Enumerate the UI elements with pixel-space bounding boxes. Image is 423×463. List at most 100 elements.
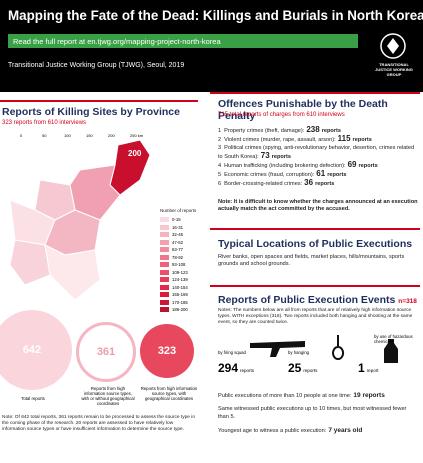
scale-label: 0 [20, 133, 23, 138]
events-n: n=318 [398, 298, 417, 305]
circle: 323 [140, 324, 194, 378]
rule [0, 100, 198, 102]
legend-swatch [160, 247, 169, 253]
offences-title: Offences Punishable by the Death Penalty [218, 98, 388, 122]
fact-text: Youngest age to witness a public executi… [218, 428, 327, 435]
legend: 0-15 16-31 32-46 47-62 63-77 78-92 93-108 109-1… [160, 216, 200, 314]
circle-value: 323 [157, 345, 177, 357]
fact-value: 19 reports [353, 392, 385, 399]
legend-row: 155-169 [160, 291, 200, 299]
legend-swatch [160, 254, 169, 260]
legend-row: 47-62 [160, 239, 200, 247]
link[interactable]: Read the full report at en.tjwg.org/mapp… [13, 37, 221, 46]
subtitle: Transitional Justice Working Group (TJWG… [8, 62, 185, 69]
legend-label: 93-108 [172, 262, 186, 268]
legend-swatch [160, 299, 169, 305]
offence-count: 115 [337, 134, 351, 143]
rule [210, 92, 420, 94]
offence-label: Property crimes (theft, damage): [224, 128, 305, 134]
legend-label: 32-46 [172, 232, 183, 238]
scale-label: 150 [86, 133, 93, 138]
method-count: 1 [358, 361, 365, 375]
scale-label: 100 [64, 133, 71, 138]
circle: 361 [76, 322, 136, 382]
rule [210, 228, 420, 230]
legend-label: 155-169 [172, 292, 188, 298]
legend-label: 16-31 [172, 224, 183, 230]
legend-label: 109-123 [172, 269, 188, 275]
offence-count: 73 [260, 151, 270, 160]
fact-text: Public executions of more than 10 people… [218, 393, 352, 399]
circle-caption: Total reports [21, 396, 45, 401]
method-label: by firing squad [218, 350, 246, 355]
province [9, 239, 51, 286]
note: Note: It is difficult to know whether th… [218, 199, 418, 213]
legend-row: 78-92 [160, 254, 200, 262]
map-subtitle: 323 reports from 610 interviews [2, 120, 87, 126]
legend-label: 78-92 [172, 254, 183, 260]
fact: Public executions of more than 10 people… [218, 392, 418, 400]
legend-swatch [160, 307, 169, 313]
fact: Same witnessed public executions up to 1… [218, 406, 418, 421]
circle: 642 [0, 310, 72, 390]
offence-label: Human trafficking (including brokering d… [224, 163, 346, 169]
legend-label: 186-200 [172, 307, 188, 313]
legend-label: 124-139 [172, 277, 188, 283]
legend-swatch [160, 232, 169, 238]
scale-label: 50 [42, 133, 47, 138]
legend-label: 63-77 [172, 247, 183, 253]
map-note: Note: Of 642 total reports, 361 reports … [2, 415, 196, 432]
legend-swatch [160, 284, 169, 290]
scale-bar: 0 50 100 150 200 250 km [20, 133, 144, 143]
legend-swatch [160, 239, 169, 245]
offence-item: 1 Property crimes (theft, damage): 238 repo… [218, 126, 418, 135]
legend-row: 140-154 [160, 284, 200, 292]
offence-num: 2 [218, 137, 222, 143]
offence-count: 36 [304, 178, 314, 187]
offence-unit: reports [358, 163, 378, 169]
gun-icon [250, 341, 305, 357]
offence-item: 3 Political crimes (spying, anti-revoluti… [218, 144, 418, 161]
province [44, 244, 101, 301]
offence-label: Political crimes (spying, anti-revolutio… [218, 145, 415, 160]
method-label: by use of hazardous chemicals [374, 334, 413, 344]
circle-caption: Reports from high information source typ… [140, 386, 198, 401]
scale-label: 250 km [130, 133, 144, 138]
rule [210, 285, 420, 287]
fact-text: Same witnessed public executions up to 1… [218, 406, 407, 420]
legend-row: 109-123 [160, 269, 200, 277]
offence-count: 61 [316, 169, 326, 178]
legend-row: 170-185 [160, 299, 200, 307]
method-count: 294 [218, 361, 239, 375]
map: 200 [9, 140, 151, 301]
offence-unit: reports [352, 137, 372, 143]
legend-row: 186-200 [160, 306, 200, 314]
legend-swatch [160, 277, 169, 283]
link-bar: Read the full report at en.tjwg.org/mapp… [8, 34, 358, 48]
logo-text: TRANSITIONAL JUSTICE WORKING GROUP [375, 62, 413, 77]
offence-num: 3 [218, 145, 222, 151]
method-unit: reports [303, 368, 318, 373]
circle-value: 361 [96, 346, 116, 358]
method-value: 294 reports [218, 359, 254, 377]
events-note: Notes: The numbers below are all from re… [218, 308, 413, 325]
legend-swatch [160, 224, 169, 230]
offences-note: Note: It is difficult to know whether th… [218, 199, 418, 214]
legend-swatch [160, 262, 169, 268]
noose-icon [332, 335, 345, 360]
locations-title: Typical Locations of Public Executions [218, 238, 413, 250]
legend-swatch [160, 217, 169, 223]
offence-unit: reports [321, 128, 341, 134]
chemical-icon [384, 339, 398, 363]
offence-num: 4 [218, 163, 222, 169]
facts: Public executions of more than 10 people… [218, 392, 418, 442]
locations-text: River banks, open spaces and fields, mar… [218, 254, 405, 268]
offence-num: 5 [218, 172, 222, 178]
offence-item: 6 Border-crossing-related crimes: 36 report… [218, 179, 418, 188]
offences-subtitle: 715 total reports of charges from 610 in… [218, 112, 345, 118]
legend-title: Number of reports [160, 208, 197, 213]
fact: Youngest age to witness a public executi… [218, 427, 418, 435]
logo-icon [380, 33, 406, 59]
legend-row: 124-139 [160, 276, 200, 284]
